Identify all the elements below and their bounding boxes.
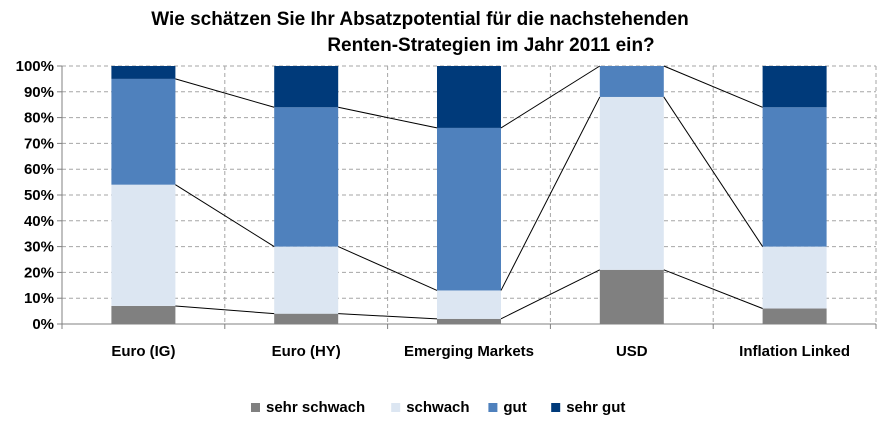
- legend-swatch: [488, 403, 498, 412]
- series-connector-line: [175, 78, 275, 108]
- y-tick-label: 30%: [24, 239, 54, 256]
- chart-title-line-1: Wie schätzen Sie Ihr Absatzpotential für…: [151, 9, 689, 30]
- bar-segment: [762, 66, 827, 108]
- series-connector-line: [175, 184, 275, 248]
- bar-segment: [274, 246, 339, 314]
- legend-swatch: [391, 403, 401, 412]
- x-category-label: Euro (HY): [272, 343, 341, 360]
- legend-swatch: [251, 403, 260, 412]
- series-connector-line: [663, 96, 764, 247]
- chart-title-line-2: Renten-Strategien im Jahr 2011 ein?: [327, 35, 654, 56]
- series-connector-line: [500, 269, 601, 320]
- bar-segment: [437, 66, 501, 128]
- bar-segment: [111, 78, 176, 185]
- bar-segment: [599, 66, 664, 97]
- axis-layer: 0% 10% 20% 30% 40% 50% 60% 70% 80% 90% 100% Euro (I…: [16, 58, 877, 360]
- series-connector-line: [663, 269, 763, 309]
- y-tick-label: 60%: [24, 161, 54, 178]
- bar-segment: [274, 107, 339, 247]
- series-connector-line: [663, 65, 763, 108]
- y-tick-label: 20%: [24, 264, 54, 281]
- bar-segment: [599, 96, 664, 270]
- y-tick-label: 90%: [24, 84, 54, 101]
- y-tick-label: 70%: [24, 135, 54, 152]
- bar-segment: [274, 66, 339, 108]
- x-category-label: Emerging Markets: [404, 343, 534, 360]
- series-connector-line: [175, 305, 275, 315]
- bar-segment: [437, 318, 501, 324]
- legend: sehr schwach schwach gut sehr gut: [251, 399, 625, 416]
- bar-segment: [762, 246, 827, 309]
- bar-segment: [762, 107, 827, 247]
- bar-segment: [111, 66, 176, 79]
- y-tick-label: 10%: [24, 290, 54, 307]
- series-connector-line: [337, 246, 438, 291]
- x-category-label: Euro (IG): [111, 343, 175, 360]
- series-connector-line: [500, 96, 601, 291]
- bar-segment: [437, 127, 501, 291]
- series-lines-layer: [175, 65, 764, 320]
- legend-swatch: [551, 403, 561, 412]
- x-category-label: USD: [616, 343, 648, 360]
- series-connector-line: [500, 65, 601, 129]
- y-tick-label: 40%: [24, 213, 54, 230]
- legend-label: sehr gut: [566, 399, 625, 416]
- bar-segment: [111, 184, 176, 306]
- bar-segment: [274, 313, 339, 324]
- legend-label: gut: [503, 399, 526, 416]
- series-connector-line: [338, 313, 438, 320]
- y-tick-label: 50%: [24, 187, 54, 204]
- bar-segment: [599, 269, 664, 324]
- y-tick-label: 100%: [16, 58, 54, 75]
- y-tick-label: 0%: [32, 316, 54, 333]
- legend-label: sehr schwach: [266, 399, 365, 416]
- y-tick-label: 80%: [24, 110, 54, 127]
- legend-label: schwach: [406, 399, 469, 416]
- bar-segment: [111, 305, 176, 324]
- bar-segment: [437, 290, 501, 319]
- series-connector-line: [338, 106, 438, 129]
- x-category-label: Inflation Linked: [739, 343, 850, 360]
- bar-segment: [762, 308, 827, 324]
- bars-layer: [111, 66, 827, 324]
